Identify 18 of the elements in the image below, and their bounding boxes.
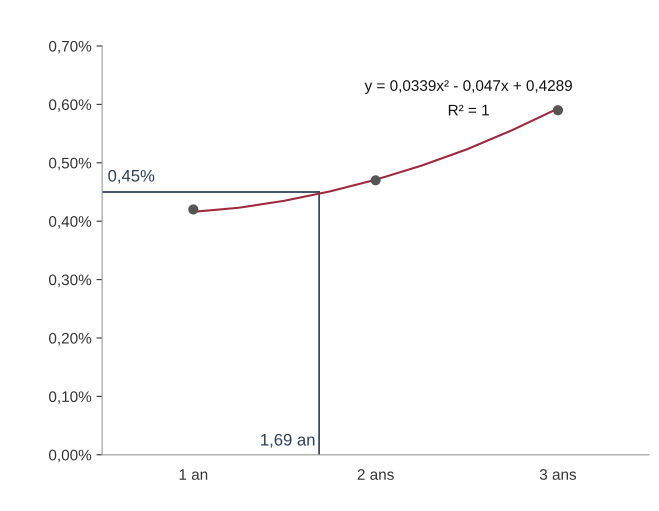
point bbox=[552, 105, 564, 116]
x-tick-label: 2 ans bbox=[358, 469, 394, 480]
y-tick-label: 0,00% bbox=[49, 450, 92, 462]
y-tick-label: 0,70% bbox=[49, 40, 92, 54]
y-tick-label: 0,20% bbox=[49, 332, 92, 346]
point bbox=[188, 204, 198, 215]
annotation: R² = 1 bbox=[448, 104, 489, 116]
y-tick-label: 0,40% bbox=[49, 216, 92, 229]
y-tick-label: 0,60% bbox=[49, 99, 92, 112]
annotation: y = 0,0339x² - 0,047x + 0,4289 bbox=[364, 80, 572, 94]
ref-line-label: 1,69 an bbox=[261, 434, 314, 448]
y-tick-label: 0,10% bbox=[49, 391, 92, 404]
x-tick-label: 1 an bbox=[180, 469, 208, 480]
point bbox=[370, 175, 381, 186]
ref-line-label: 0,45% bbox=[108, 170, 154, 184]
y-tick-label: 0,30% bbox=[49, 274, 92, 288]
y-tick-label: 0,50% bbox=[49, 158, 92, 170]
x-tick-label: 3 ans bbox=[540, 469, 576, 480]
